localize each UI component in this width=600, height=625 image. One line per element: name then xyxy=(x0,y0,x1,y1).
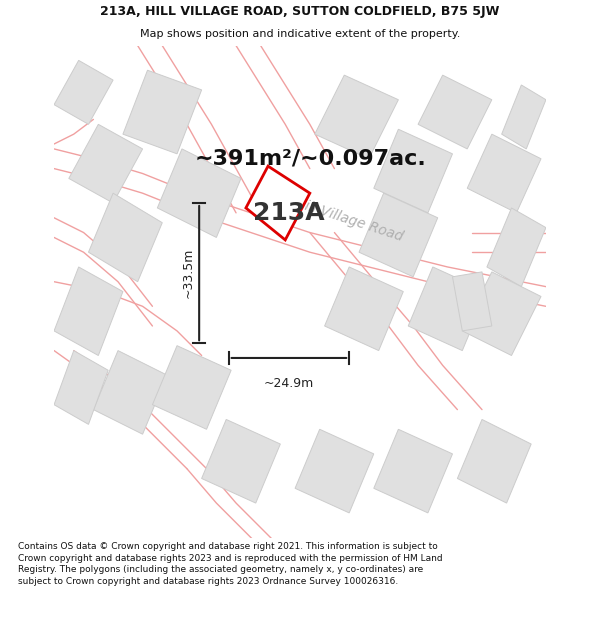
Text: Map shows position and indicative extent of the property.: Map shows position and indicative extent… xyxy=(140,29,460,39)
Polygon shape xyxy=(54,351,108,424)
Polygon shape xyxy=(54,61,113,124)
Polygon shape xyxy=(374,429,452,513)
Polygon shape xyxy=(152,346,231,429)
Polygon shape xyxy=(359,193,438,277)
Text: 213A, HILL VILLAGE ROAD, SUTTON COLDFIELD, B75 5JW: 213A, HILL VILLAGE ROAD, SUTTON COLDFIEL… xyxy=(100,5,500,18)
Polygon shape xyxy=(467,134,541,213)
Polygon shape xyxy=(54,267,123,356)
Polygon shape xyxy=(94,351,167,434)
Polygon shape xyxy=(88,193,162,282)
Polygon shape xyxy=(374,129,452,213)
Polygon shape xyxy=(502,85,546,149)
Polygon shape xyxy=(487,208,546,287)
Text: ~391m²/~0.097ac.: ~391m²/~0.097ac. xyxy=(194,149,426,169)
Polygon shape xyxy=(69,124,143,203)
Text: 213A: 213A xyxy=(253,201,325,225)
Text: ~33.5m: ~33.5m xyxy=(182,248,195,298)
Polygon shape xyxy=(246,166,310,240)
Polygon shape xyxy=(202,419,280,503)
Polygon shape xyxy=(463,272,541,356)
Polygon shape xyxy=(452,272,492,331)
Text: ~24.9m: ~24.9m xyxy=(264,377,314,389)
Text: Hill Village Road: Hill Village Road xyxy=(293,196,405,244)
Polygon shape xyxy=(408,267,487,351)
Text: Contains OS data © Crown copyright and database right 2021. This information is : Contains OS data © Crown copyright and d… xyxy=(18,542,443,586)
Polygon shape xyxy=(418,75,492,149)
Polygon shape xyxy=(295,429,374,513)
Polygon shape xyxy=(325,267,403,351)
Polygon shape xyxy=(457,419,531,503)
Polygon shape xyxy=(315,75,398,159)
Polygon shape xyxy=(157,149,241,238)
Polygon shape xyxy=(123,70,202,154)
